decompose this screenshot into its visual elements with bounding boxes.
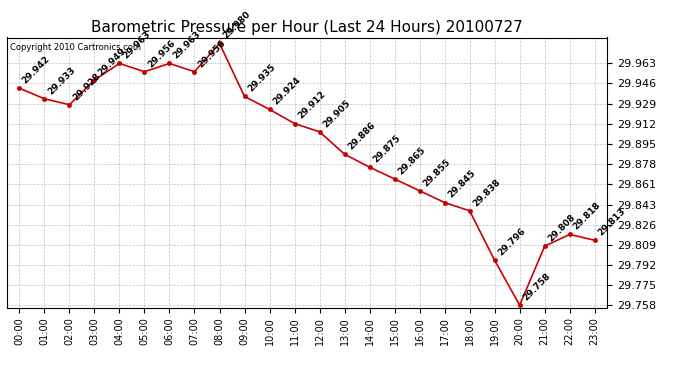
Text: 29.949: 29.949	[96, 46, 127, 77]
Text: 29.924: 29.924	[271, 75, 302, 106]
Text: 29.855: 29.855	[421, 157, 452, 188]
Text: 29.942: 29.942	[21, 54, 52, 86]
Text: 29.956: 29.956	[146, 38, 177, 69]
Text: 29.905: 29.905	[321, 98, 352, 129]
Text: 29.933: 29.933	[46, 65, 77, 96]
Text: 29.818: 29.818	[571, 201, 602, 232]
Text: 29.838: 29.838	[471, 177, 502, 208]
Text: 29.963: 29.963	[171, 30, 202, 61]
Text: 29.963: 29.963	[121, 30, 152, 61]
Text: 29.980: 29.980	[221, 10, 252, 40]
Text: 29.956: 29.956	[196, 38, 227, 69]
Text: 29.886: 29.886	[346, 120, 377, 152]
Text: 29.928: 29.928	[71, 71, 102, 102]
Text: 29.935: 29.935	[246, 63, 277, 94]
Text: 29.813: 29.813	[596, 207, 627, 237]
Text: 29.845: 29.845	[446, 169, 477, 200]
Text: 29.796: 29.796	[496, 226, 527, 258]
Text: 29.875: 29.875	[371, 134, 402, 164]
Text: Copyright 2010 Cartronics.com: Copyright 2010 Cartronics.com	[10, 43, 141, 52]
Text: 29.808: 29.808	[546, 213, 577, 243]
Title: Barometric Pressure per Hour (Last 24 Hours) 20100727: Barometric Pressure per Hour (Last 24 Ho…	[91, 20, 523, 35]
Text: 29.758: 29.758	[521, 272, 552, 302]
Text: 29.865: 29.865	[396, 145, 427, 176]
Text: 29.912: 29.912	[296, 90, 327, 121]
